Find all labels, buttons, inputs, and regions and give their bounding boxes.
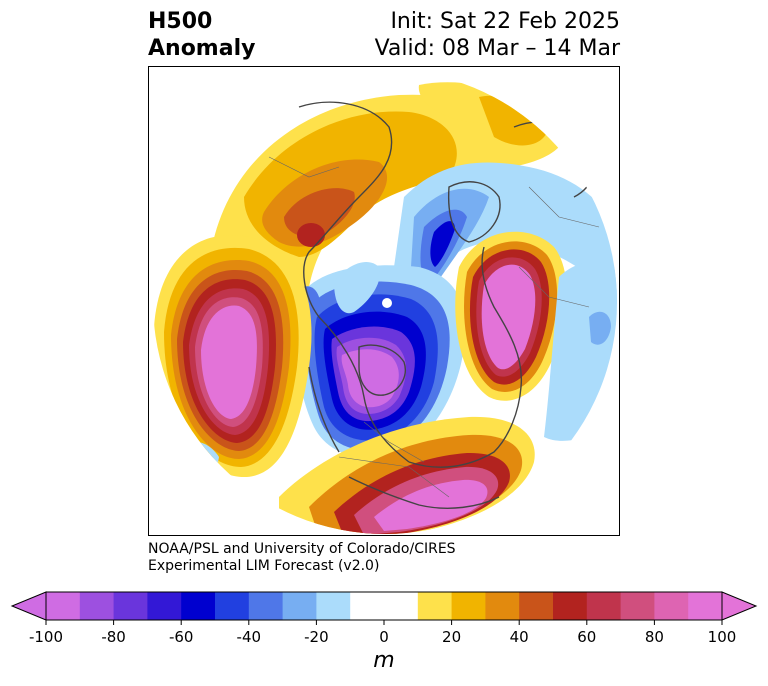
political-borders — [268, 156, 600, 498]
colorbar-segment — [384, 592, 419, 620]
colorbar-segment — [519, 592, 554, 620]
colorbar-segment — [248, 592, 284, 620]
forecast-dates: Init: Sat 22 Feb 2025 Valid: 08 Mar – 14… — [375, 8, 620, 62]
colorbar-segment — [586, 592, 622, 620]
colorbar-segment — [688, 592, 723, 620]
colorbar-tick-label: 100 — [707, 628, 737, 646]
credit-line-2: Experimental LIM Forecast (v2.0) — [148, 558, 380, 574]
colorbar-segment — [79, 592, 115, 620]
arctic-canada-trough — [287, 262, 466, 458]
colorbar-segment — [147, 592, 182, 620]
colorbar-tick-label: 40 — [509, 628, 529, 646]
colorbar-tick-label: 80 — [644, 628, 664, 646]
colorbar-segment — [620, 592, 655, 620]
colorbar-tick-label: 20 — [442, 628, 462, 646]
title-line-1: H500 — [148, 9, 213, 34]
colorbar-tick-label: -20 — [304, 628, 329, 646]
colorbar-segment — [46, 592, 81, 620]
anomaly-map — [148, 66, 620, 536]
northeast-us-ridge — [279, 416, 535, 534]
colorbar-segment — [654, 592, 689, 620]
valid-range: Valid: 08 Mar – 14 Mar — [374, 36, 620, 61]
title-line-2: Anomaly — [148, 36, 256, 61]
data-credit: NOAA/PSL and University of Colorado/CIRE… — [148, 541, 456, 575]
colorbar-segment — [181, 592, 216, 620]
init-date: Init: Sat 22 Feb 2025 — [390, 9, 620, 34]
colorbar-tick-label: 0 — [379, 628, 389, 646]
coastlines — [298, 101, 597, 509]
colorbar-tick-label: -60 — [168, 628, 194, 646]
colorbar-tick-label: -100 — [28, 628, 64, 646]
colorbar-segment — [282, 592, 317, 620]
colorbar-tick-label: 60 — [577, 628, 597, 646]
map-svg — [153, 70, 617, 534]
colorbar-segment — [113, 592, 148, 620]
colorbar-tick-label: -80 — [101, 628, 126, 646]
colorbar-over-arrow — [721, 591, 758, 621]
colorbar-segment — [553, 592, 588, 620]
colorbar-unit: m — [373, 648, 395, 673]
colorbar — [10, 591, 758, 625]
siberia-ridge — [153, 70, 617, 308]
colorbar-tick-label: -40 — [236, 628, 262, 646]
europe-ridge — [455, 231, 567, 401]
map-title: H500 Anomaly — [148, 8, 255, 62]
colorbar-segment — [451, 592, 486, 620]
credit-line-1: NOAA/PSL and University of Colorado/CIRE… — [148, 541, 456, 557]
colorbar-segment — [417, 592, 453, 620]
colorbar-segment — [316, 592, 351, 620]
colorbar-segment — [485, 592, 520, 620]
north-pacific-ridge — [154, 235, 312, 477]
colorbar-segment — [350, 592, 385, 620]
colorbar-under-arrow — [10, 591, 47, 621]
colorbar-segment — [215, 592, 250, 620]
